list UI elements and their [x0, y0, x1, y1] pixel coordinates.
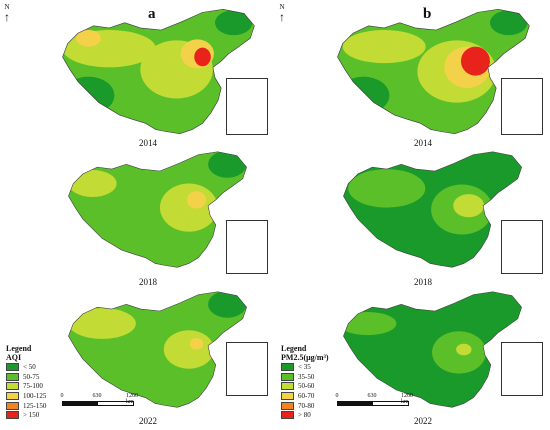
legend-swatch	[281, 382, 294, 391]
legend-label: < 50	[23, 363, 36, 372]
year-label: 2022	[139, 416, 157, 426]
panel-a: a N ↑ 2014 2018	[4, 3, 268, 426]
legend-swatch	[281, 401, 294, 410]
legend-item: 70-80	[281, 401, 329, 411]
legend-label: 50-60	[298, 382, 315, 391]
year-label: 2014	[139, 138, 157, 148]
year-label: 2014	[414, 138, 432, 148]
legend-swatch	[6, 363, 19, 372]
legend-item: > 80	[281, 410, 329, 420]
legend-title: Legend	[281, 344, 307, 353]
legend-aqi: Legend AQI < 50 50-75 75-100 100-125 125-150…	[6, 344, 46, 420]
legend-label: 60-70	[298, 391, 315, 400]
legend-label: 75-100	[23, 382, 43, 391]
legend-label: 125-150	[23, 401, 47, 410]
scale-bar: 0 630 1260 km	[335, 393, 413, 406]
year-label: 2022	[414, 416, 432, 426]
legend-item: 75-100	[6, 382, 46, 392]
map-aqi-2022	[67, 291, 248, 408]
panel-letter: a	[148, 6, 156, 22]
map-pm25-2014	[337, 8, 530, 135]
legend-title: Legend	[6, 344, 32, 353]
south-china-sea-inset	[226, 78, 268, 135]
legend-item: 60-70	[281, 391, 329, 401]
north-arrow-icon: N ↑	[4, 3, 10, 24]
legend-item: 50-75	[6, 372, 46, 382]
legend-item: < 50	[6, 362, 46, 372]
legend-label: 100-125	[23, 391, 47, 400]
legend-swatch	[6, 411, 19, 420]
legend-swatch	[281, 372, 294, 381]
legend-label: 35-50	[298, 372, 315, 381]
year-label: 2018	[139, 277, 157, 287]
south-china-sea-inset	[501, 78, 543, 135]
legend-label: < 35	[298, 363, 311, 372]
legend-item: 50-60	[281, 382, 329, 392]
panel-b: b N ↑ 2014 2018	[275, 0, 550, 430]
legend-label: > 80	[298, 411, 311, 420]
map-pm25-2018	[342, 151, 523, 268]
map-aqi-2018	[67, 151, 248, 268]
south-china-sea-inset	[501, 220, 543, 274]
legend-swatch	[6, 391, 19, 400]
south-china-sea-inset	[226, 220, 268, 274]
legend-pm25: Legend PM2.5(μg/m³) < 35 35-50 50-60 60-70 7…	[281, 344, 329, 420]
map-aqi-2014	[62, 8, 255, 135]
year-label: 2018	[414, 277, 432, 287]
legend-item: > 150	[6, 410, 46, 420]
legend-swatch	[6, 372, 19, 381]
legend-subtitle: PM2.5(μg/m³)	[281, 353, 329, 363]
scale-bar: 0 630 1260 km	[60, 393, 138, 406]
legend-item: 100-125	[6, 391, 46, 401]
legend-label: > 150	[23, 411, 40, 420]
legend-swatch	[281, 391, 294, 400]
legend-subtitle: AQI	[6, 353, 22, 363]
legend-item: 125-150	[6, 401, 46, 411]
legend-swatch	[6, 401, 19, 410]
legend-label: 70-80	[298, 401, 315, 410]
panel-letter: b	[423, 6, 432, 22]
legend-swatch	[281, 363, 294, 372]
legend-item: 35-50	[281, 372, 329, 382]
legend-swatch	[281, 411, 294, 420]
legend-item: < 35	[281, 362, 329, 372]
south-china-sea-inset	[226, 342, 268, 396]
legend-label: 50-75	[23, 372, 40, 381]
legend-swatch	[6, 382, 19, 391]
north-arrow-icon: N ↑	[279, 3, 285, 24]
south-china-sea-inset	[501, 342, 543, 396]
map-pm25-2022	[342, 291, 523, 408]
